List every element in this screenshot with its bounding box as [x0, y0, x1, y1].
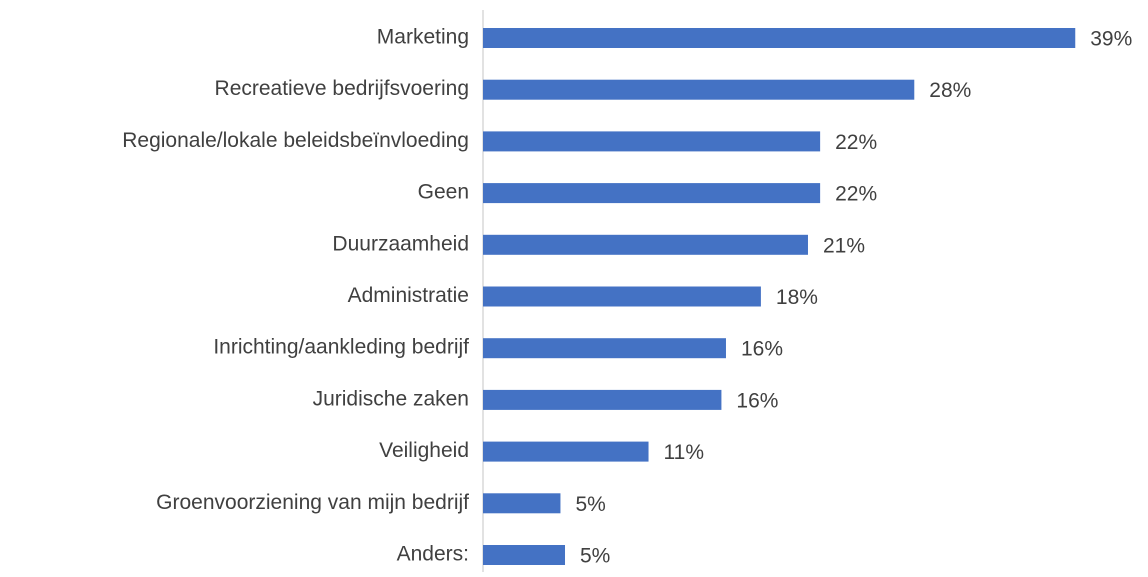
value-label: 22%	[835, 131, 877, 154]
category-label: Veiligheid	[379, 439, 469, 462]
value-label: 5%	[580, 545, 610, 568]
bar	[483, 338, 726, 359]
bar	[483, 131, 821, 152]
value-label: 5%	[575, 493, 605, 516]
bar	[483, 389, 722, 410]
bar	[483, 234, 808, 255]
bar	[483, 79, 915, 100]
value-label: 21%	[823, 234, 865, 257]
value-label: 39%	[1090, 28, 1132, 51]
bar	[483, 441, 649, 462]
category-label: Geen	[418, 181, 469, 204]
category-label: Regionale/lokale beleidsbeïnvloeding	[122, 129, 469, 152]
bar	[483, 545, 566, 565]
category-label: Recreatieve bedrijfsvoering	[215, 77, 469, 100]
value-label: 16%	[736, 389, 778, 412]
value-label: 18%	[776, 286, 818, 309]
bar	[483, 493, 561, 514]
bar	[483, 28, 1076, 48]
category-label: Administratie	[348, 284, 469, 307]
category-label: Anders:	[397, 543, 469, 566]
category-label: Inrichting/aankleding bedrijf	[213, 336, 469, 359]
value-label: 22%	[835, 183, 877, 206]
value-label: 16%	[741, 338, 783, 361]
category-label: Marketing	[377, 26, 469, 49]
value-label: 28%	[929, 79, 971, 102]
bar	[483, 286, 761, 307]
category-label: Duurzaamheid	[332, 232, 469, 255]
bar	[483, 183, 821, 204]
value-label: 11%	[664, 441, 704, 464]
category-label: Juridische zaken	[313, 387, 469, 410]
category-label: Groenvoorziening van mijn bedrijf	[156, 491, 469, 514]
